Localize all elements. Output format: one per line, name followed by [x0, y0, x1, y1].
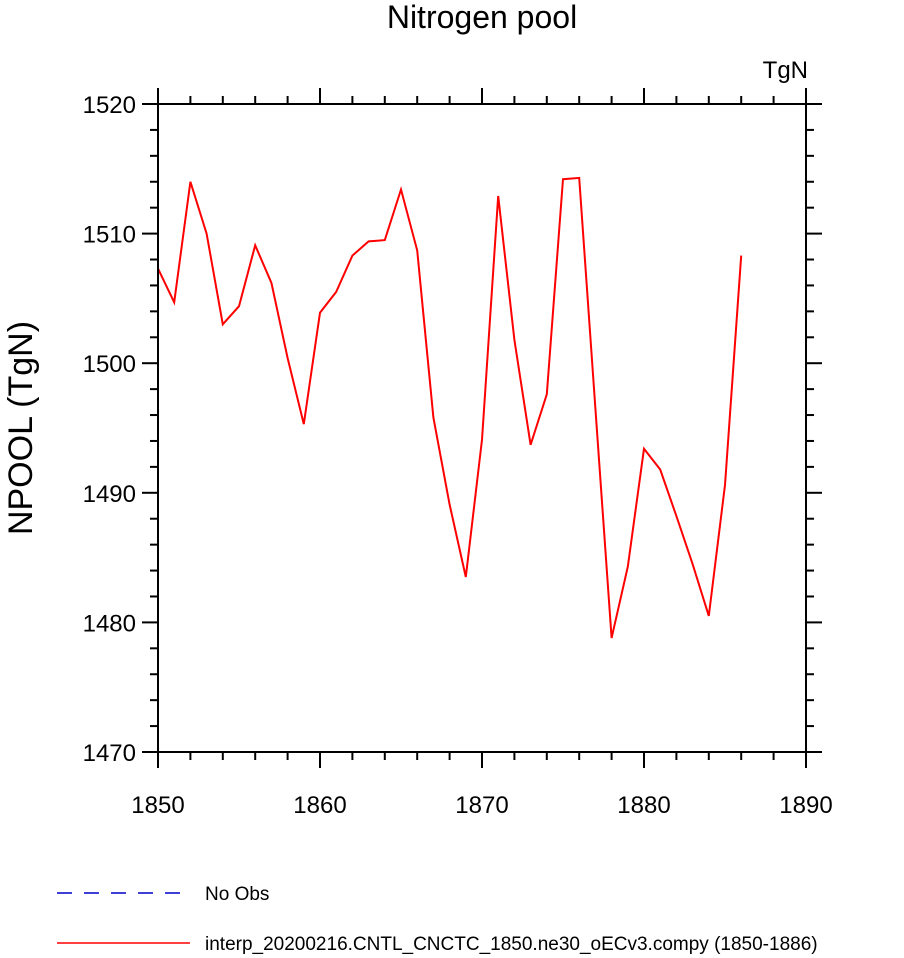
x-tick-label: 1870 — [455, 792, 508, 819]
axis-ticks — [142, 88, 822, 768]
x-tick-label: 1850 — [131, 792, 184, 819]
units-label: TgN — [763, 57, 808, 84]
x-tick-label: 1860 — [293, 792, 346, 819]
y-tick-label: 1500 — [83, 351, 136, 378]
legend-label-1: interp_20200216.CNTL_CNCTC_1850.ne30_oEC… — [205, 934, 818, 955]
legend: No Obs interp_20200216.CNTL_CNCTC_1850.ne… — [57, 884, 818, 955]
plot-frame — [157, 103, 807, 753]
series-line-1 — [157, 176, 743, 639]
tick-labels: 1850 1860 1870 1880 1890 1470 1480 1490 1500 1510… — [83, 92, 833, 819]
y-tick-label: 1480 — [83, 610, 136, 637]
chart-title: Nitrogen pool — [387, 0, 577, 35]
legend-label-0: No Obs — [205, 884, 269, 905]
y-tick-label: 1510 — [83, 222, 136, 249]
y-tick-label: 1520 — [83, 92, 136, 119]
x-tick-label: 1880 — [617, 792, 670, 819]
y-tick-label: 1470 — [83, 740, 136, 767]
y-tick-label: 1490 — [83, 481, 136, 508]
series-layer — [157, 176, 743, 639]
y-axis-label: NPOOL (TgN) — [2, 321, 40, 535]
x-tick-label: 1890 — [779, 792, 832, 819]
